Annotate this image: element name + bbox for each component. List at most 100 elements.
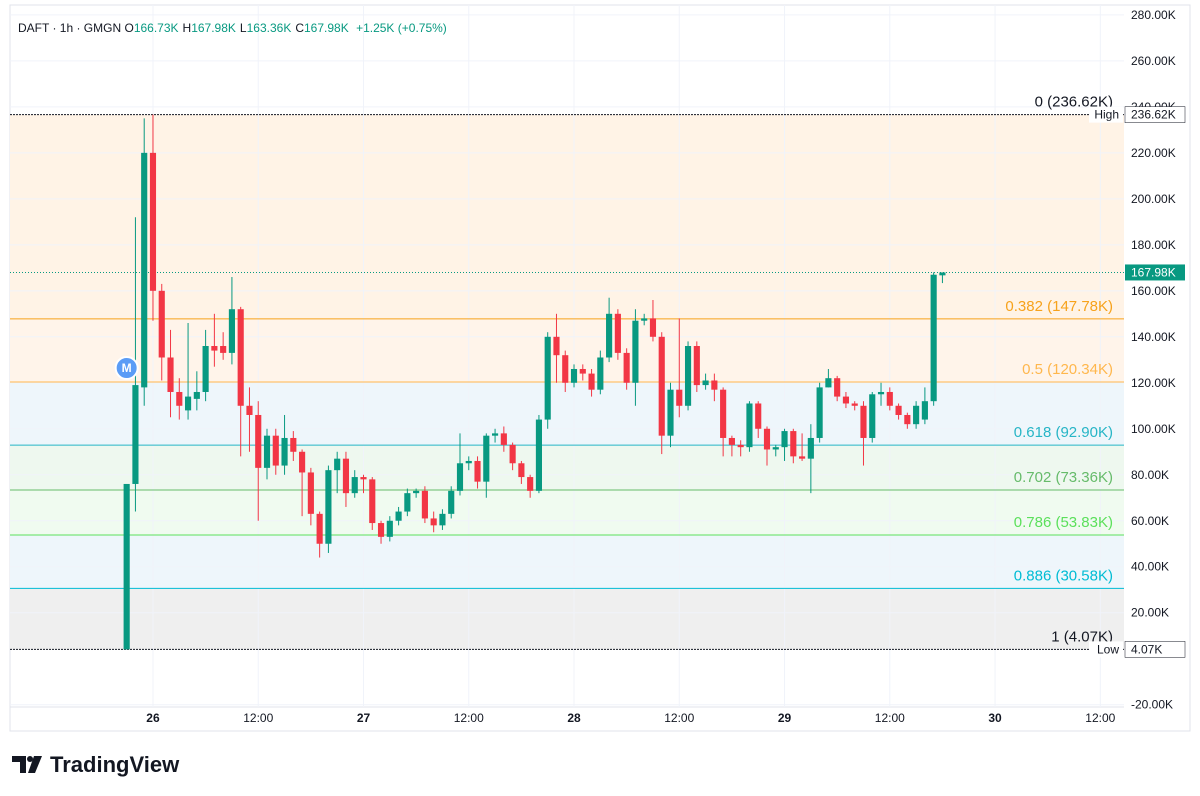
fib-label: 1 (4.07K) [1051,628,1113,645]
fib-label: 0.886 (30.58K) [1014,567,1113,584]
fib-label: 0.5 (120.34K) [1022,361,1113,378]
candle-body [404,493,411,512]
price-label-box [1124,641,1186,658]
candle-body [237,309,244,406]
candle-body [614,313,621,353]
candle-body [816,387,823,438]
x-tick-label: 12:00 [1085,711,1115,725]
y-tick-label: 280.00K [1131,8,1176,22]
candle-body [799,456,806,459]
candle-body [763,428,771,450]
candle-body [377,523,385,537]
candle-body [518,463,525,478]
candle-body [527,477,534,491]
fib-label: 0 (236.62K) [1035,94,1113,111]
price-label: 167.98K [1131,265,1176,279]
candle-body [509,444,516,464]
candle-body [842,396,850,404]
fib-zone [10,534,1124,589]
candle-body [483,435,490,482]
candle-body [930,274,937,402]
candle-body [825,378,832,388]
candle-body [790,431,797,457]
x-tick-label: 27 [357,711,371,725]
candle-body [193,391,200,399]
candle-body [149,152,157,291]
candle-body [386,520,393,537]
price-label-box [1125,264,1185,281]
candle-body [369,479,376,524]
fib-label: 0.382 (147.78K) [1005,298,1113,315]
candle-body [211,345,218,351]
candle-body [570,368,578,383]
price-label-tag-box [1089,106,1123,123]
candle-body [342,458,350,494]
fib-zone [10,490,1124,535]
y-tick-label: 160.00K [1131,284,1176,298]
fib-zone [10,445,1124,491]
candle-body [667,389,674,436]
candle-body [448,490,455,514]
fib-label: 0.618 (92.90K) [1014,424,1113,441]
ohlc-label: O [124,21,134,35]
candle-body [158,290,165,358]
ohlc-value: 167.98K [191,21,236,35]
candle-body [658,336,665,436]
candle-body [316,513,323,544]
ohlc: O166.73K H167.98K L163.36K C167.98K [124,21,352,35]
ohlc-value: 167.98K [304,21,349,35]
candle-body [132,385,139,484]
candle-body [562,355,569,383]
candle-body [579,368,586,374]
price-label-tag: Low [1097,642,1119,656]
candle-body [851,403,858,406]
fib-zone [10,588,1124,650]
logo-shape [28,756,42,773]
candle-body [877,391,885,395]
y-tick-label: 80.00K [1131,468,1169,482]
candle-body [492,433,499,436]
candle-body [334,458,341,471]
candle-body [693,345,700,386]
candle-body [904,414,911,425]
candle-body [123,483,130,650]
price-label-tag: High [1094,108,1119,122]
candle-body [439,513,446,526]
ohlc-label: H [182,21,192,35]
candle-body [535,419,543,491]
ohlc-value: 166.73K [133,21,179,35]
price-label-tag-box [1089,641,1123,658]
fib-label: 0.786 (53.83K) [1014,514,1113,531]
logo-shape [12,756,26,773]
candle-body [895,405,902,415]
candle-body [167,357,174,392]
candle-body [755,403,762,429]
candle-body [746,403,753,448]
y-tick-label: 200.00K [1131,192,1176,206]
candle-body [421,490,428,519]
candle-body [606,313,613,358]
price-label: 4.07K [1131,642,1162,656]
candle-body [588,373,595,390]
candle-body [684,345,692,406]
candle-body [623,352,630,383]
x-tick-label: 12:00 [664,711,694,725]
candle-body [272,435,279,466]
candle-body [597,357,604,390]
event-marker [114,356,139,380]
y-tick-label: 180.00K [1131,238,1176,252]
y-tick-label: 120.00K [1131,376,1176,390]
candle-body [351,477,358,494]
y-tick-label: 20.00K [1131,606,1169,620]
fib-label: 0.702 (73.36K) [1014,469,1113,486]
candle-body [869,394,876,438]
candle-body [474,460,481,482]
event-marker-label: M [122,361,132,375]
candle-body [676,389,683,406]
x-tick-label: 12:00 [454,711,484,725]
candle-body [553,336,560,356]
candle-body [641,318,648,321]
brand-logo [12,756,42,773]
